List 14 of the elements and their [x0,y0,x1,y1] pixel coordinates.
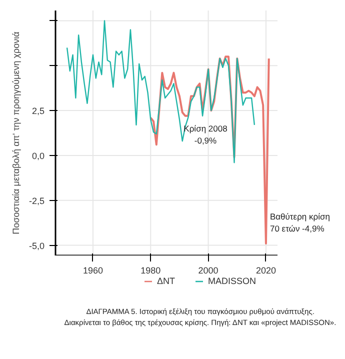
x-tick-label: 2000 [198,266,218,276]
legend-label: ΔΝΤ [156,276,176,286]
y-tick-label: 2,5 [32,106,45,116]
line-series [66,20,256,164]
annotation: Βαθύτερη κρίση 70 ετών -4,9% [270,211,330,234]
x-tick-label: 1980 [140,266,161,276]
y-axis-title: Ποσοστιαία μεταβολή απ' την προηγούμενη χρονιά [10,32,21,234]
legend-label: MADISSON [208,276,256,286]
y-tick-label: -5,0 [28,240,45,251]
line-series [150,56,270,244]
x-tick-label: 1960 [82,266,103,276]
y-tick-label: 0,0 [32,150,45,161]
y-tick-label: -2,5 [28,196,45,206]
x-tick-label: 2020 [256,266,276,276]
